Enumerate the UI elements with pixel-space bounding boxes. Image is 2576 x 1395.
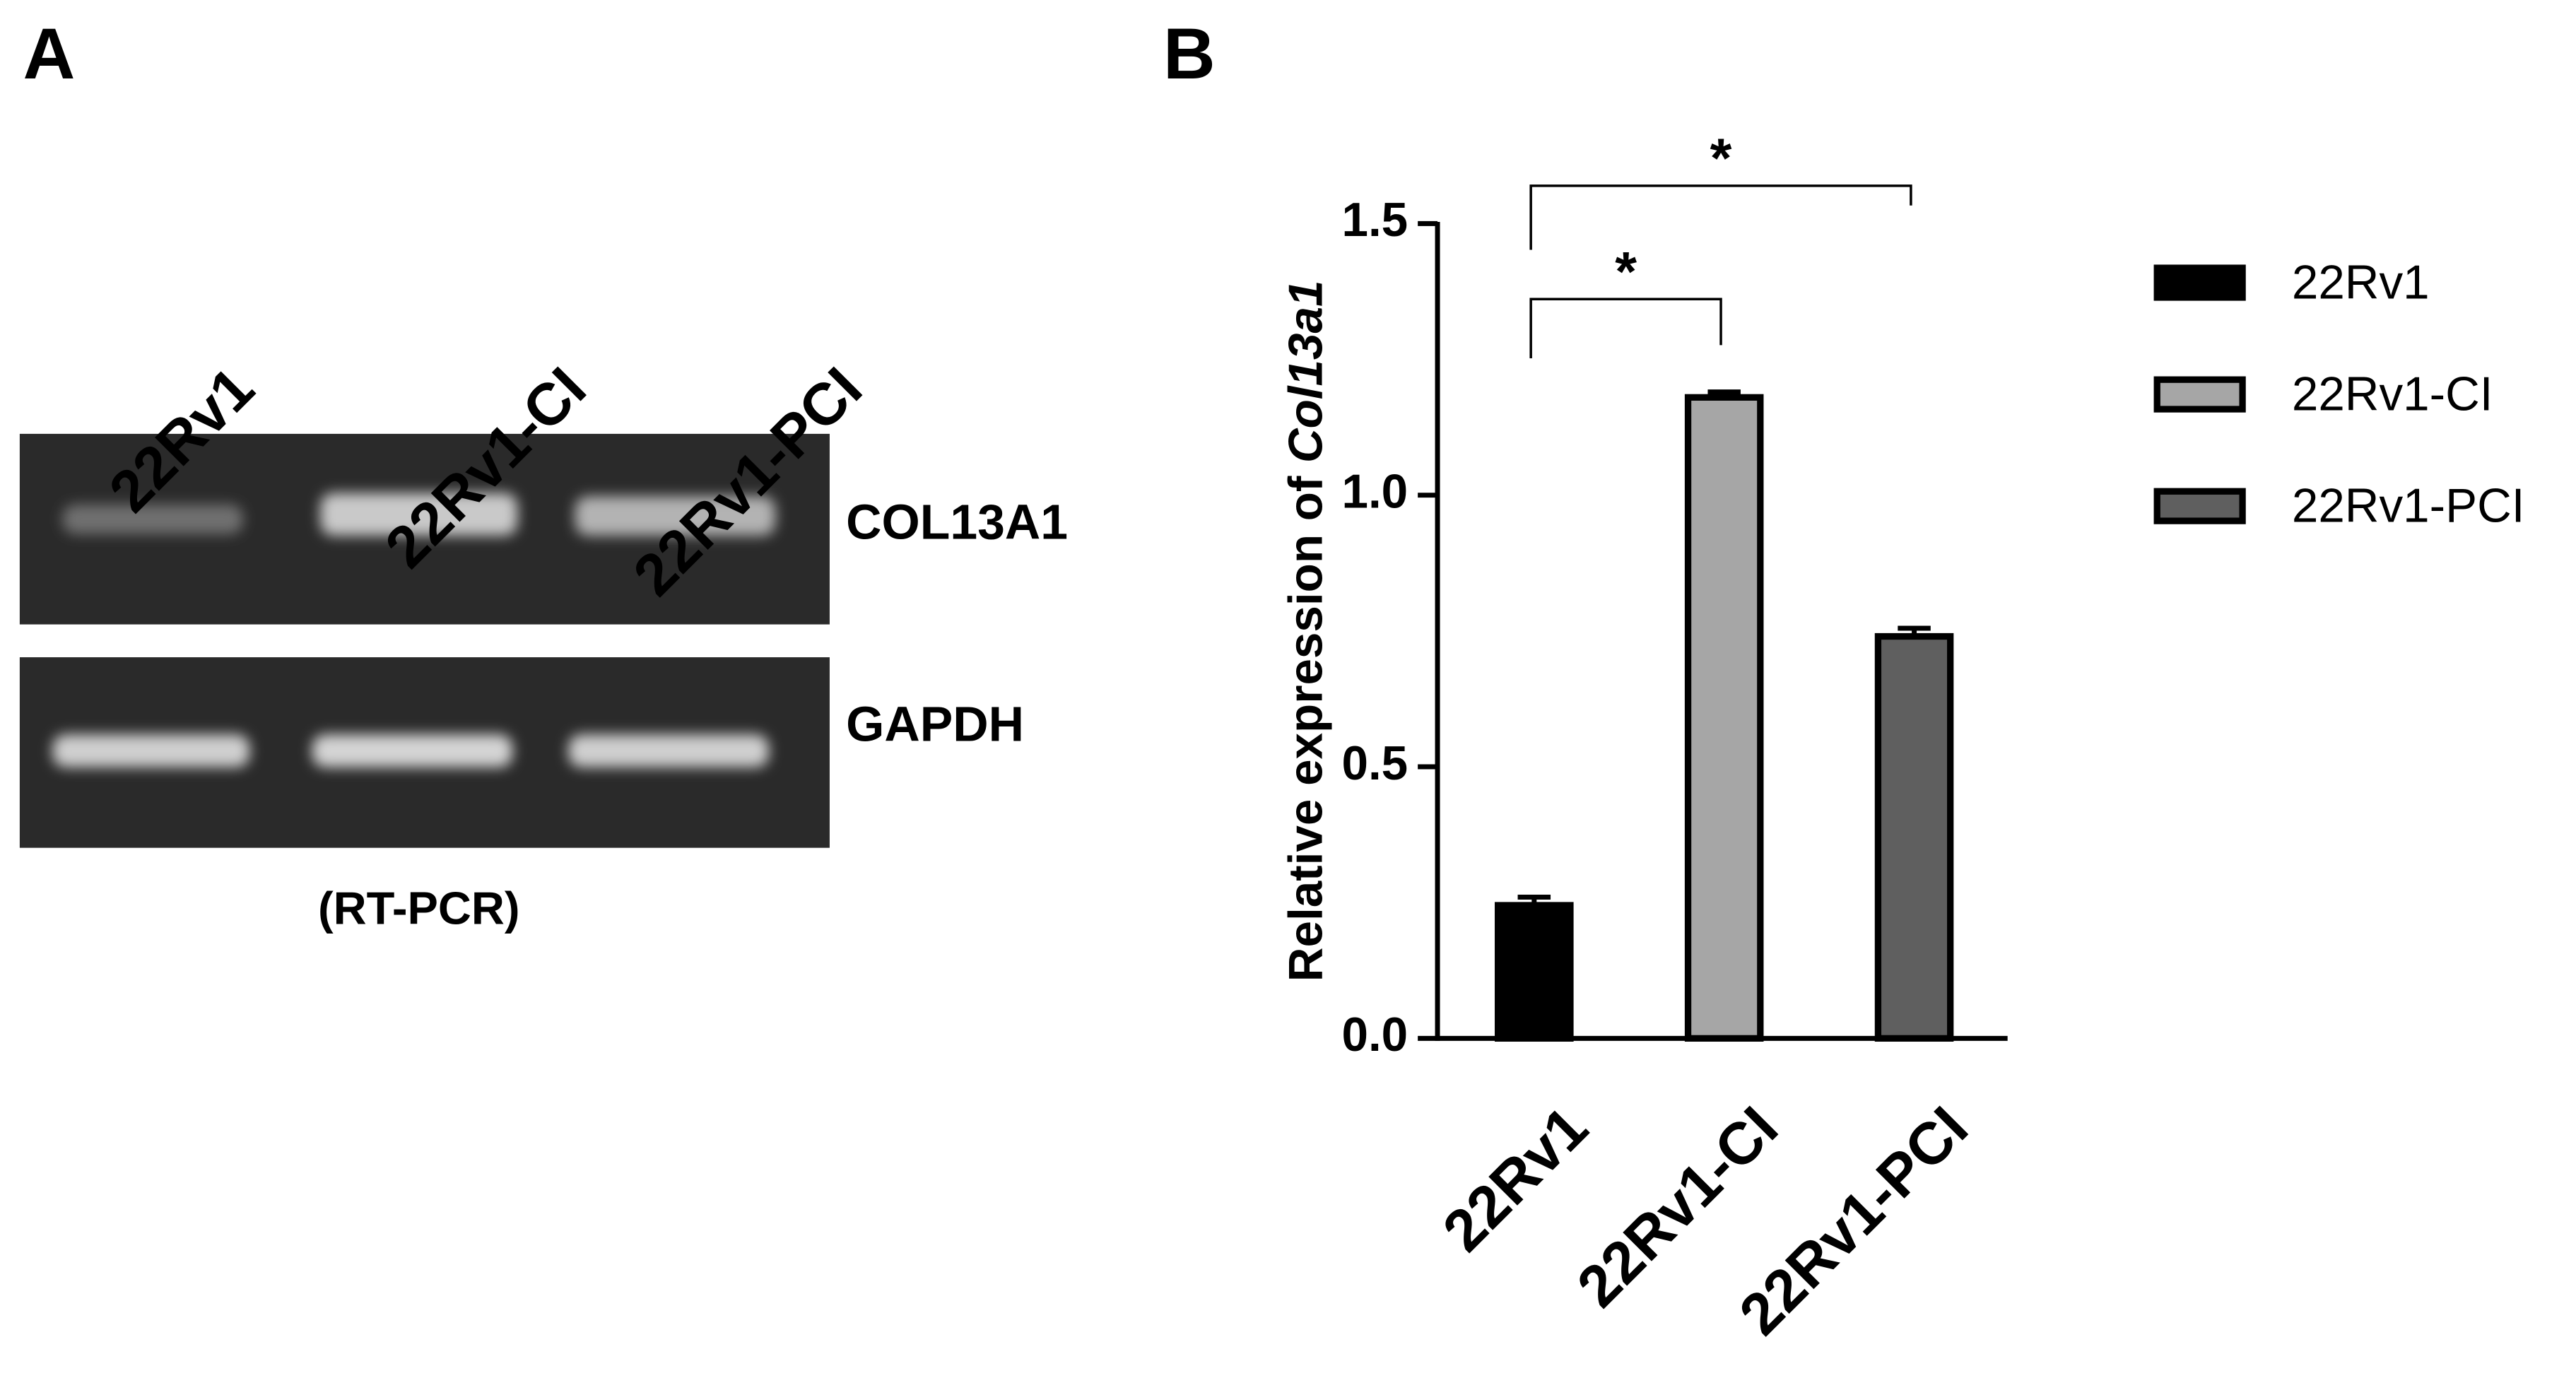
legend-swatch: [2153, 264, 2246, 301]
significance-bracket: [1529, 298, 1722, 358]
panel-label: B: [1163, 13, 1216, 94]
band-label: GAPDH: [846, 696, 1024, 751]
y-tick-label: 1.0: [1341, 465, 1408, 518]
bar: [1874, 632, 1954, 1042]
gel-band: [320, 493, 518, 536]
significance-bracket: [1529, 184, 1912, 250]
y-axis-title-gene: Col13a1: [1280, 281, 1333, 464]
bar: [1495, 902, 1574, 1042]
y-tick-label: 0.5: [1341, 737, 1408, 790]
y-tick-label: 0.0: [1341, 1008, 1408, 1061]
bar: [1684, 394, 1764, 1042]
legend-swatch: [2153, 376, 2246, 413]
caption: (RT-PCR): [318, 883, 520, 934]
significance-label: *: [1615, 240, 1637, 303]
band-label: COL13A1: [846, 494, 1068, 549]
legend-label: 22Rv1-PCI: [2292, 480, 2525, 533]
gel-band: [312, 734, 513, 767]
y-axis-title: Relative expression of Col13a1: [1280, 281, 1333, 982]
legend-label: 22Rv1-CI: [2292, 368, 2493, 421]
legend-swatch: [2153, 488, 2246, 524]
y-tick-label: 1.5: [1341, 194, 1408, 247]
y-axis-title-text: Relative expression of: [1280, 476, 1333, 982]
plot: 0.0 0.5 1.0 1.5 22Rv1 22Rv1-CI 22Rv1-PCI * * 22Rv…: [1341, 126, 2524, 1347]
panel-label: A: [23, 13, 76, 94]
gel-band: [568, 734, 769, 767]
gel-band: [52, 734, 250, 767]
gel-band: [62, 504, 244, 534]
significance-label: *: [1710, 126, 1732, 189]
gel-band: [575, 496, 776, 536]
x-tick-label: 22Rv1: [1430, 1093, 1600, 1264]
legend-label: 22Rv1: [2292, 256, 2430, 309]
gel: [19, 433, 830, 848]
